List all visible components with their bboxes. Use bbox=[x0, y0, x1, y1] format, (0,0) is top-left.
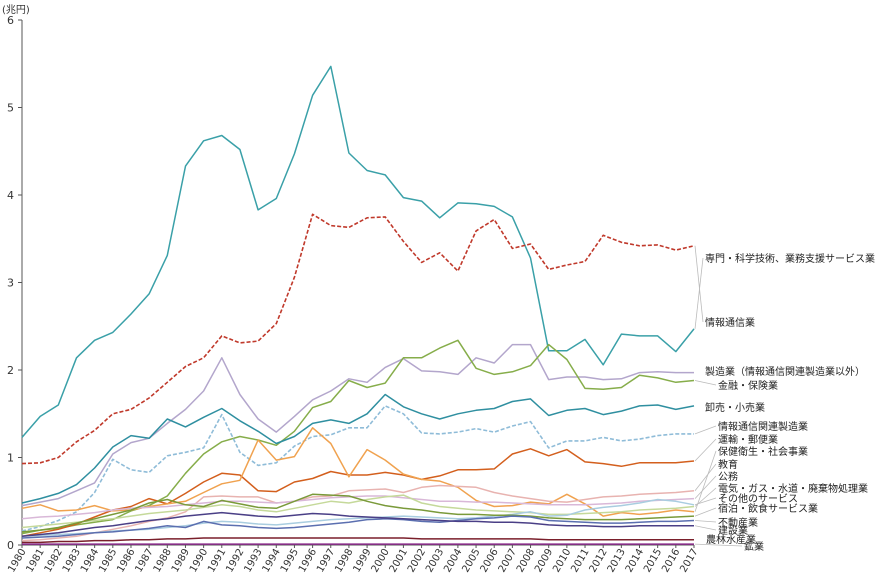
series-label: 運輸・郵便業 bbox=[718, 433, 778, 446]
series-label: 教育 bbox=[718, 458, 738, 471]
y-tick-label: 6 bbox=[7, 14, 14, 27]
series-line bbox=[21, 493, 695, 533]
label-connectors bbox=[694, 245, 743, 547]
label-connector bbox=[694, 475, 717, 499]
x-axis: 1980198119821983198419851986198719881989… bbox=[6, 544, 701, 573]
series-line bbox=[21, 515, 695, 539]
series-label: 建設業 bbox=[718, 524, 748, 537]
series-lines bbox=[21, 65, 695, 545]
series-label: その他のサービス bbox=[718, 492, 798, 505]
series-label: 鉱業 bbox=[744, 540, 764, 553]
series-line bbox=[21, 448, 695, 538]
series-label: 保健衛生・社会事業 bbox=[718, 445, 808, 458]
y-tick-label: 2 bbox=[7, 364, 14, 377]
series-line bbox=[22, 537, 694, 544]
series-label: 卸売・小売業 bbox=[705, 401, 765, 414]
label-connector bbox=[694, 520, 717, 523]
series-line bbox=[21, 65, 695, 438]
y-tick-label: 3 bbox=[7, 277, 14, 290]
series-label: 情報通信関連製造業 bbox=[718, 420, 808, 433]
series-line bbox=[21, 393, 695, 504]
label-connector bbox=[694, 450, 717, 512]
series-label: 金融・保険業 bbox=[718, 379, 778, 392]
x-tick-label: 2017 bbox=[678, 547, 700, 573]
series-label: 農林水産業 bbox=[706, 533, 756, 546]
label-connector bbox=[694, 425, 717, 435]
series-label: 公務 bbox=[718, 470, 738, 483]
label-connector bbox=[694, 245, 704, 323]
series-line bbox=[21, 484, 695, 542]
label-connector bbox=[694, 497, 717, 506]
series-label: 不動産業 bbox=[718, 516, 758, 529]
y-axis: 0 1 2 3 4 5 6 bbox=[7, 14, 23, 552]
series-line bbox=[21, 405, 694, 532]
label-connector bbox=[694, 525, 717, 531]
y-tick-label: 4 bbox=[7, 189, 14, 202]
label-connector bbox=[694, 543, 743, 547]
y-tick-label: 0 bbox=[7, 539, 14, 552]
y-tick-label: 1 bbox=[7, 452, 14, 465]
series-label: 専門・科学技術、業務支援サービス業 bbox=[705, 252, 875, 265]
y-tick-label: 5 bbox=[7, 102, 14, 115]
series-label: 宿泊・飲食サービス業 bbox=[718, 502, 818, 515]
series-line bbox=[21, 494, 695, 529]
label-connector bbox=[694, 257, 704, 329]
series-line bbox=[21, 213, 695, 465]
label-connector bbox=[694, 438, 717, 462]
label-connector bbox=[694, 507, 717, 517]
series-label: 製造業（情報通信関連製造業以外） bbox=[705, 365, 865, 378]
series-line bbox=[21, 343, 694, 507]
series-label: 電気・ガス・水道・廃棄物処理業 bbox=[718, 482, 868, 495]
y-axis-unit-label: (兆円) bbox=[2, 4, 30, 16]
series-label: 情報通信業 bbox=[705, 316, 755, 329]
series-line bbox=[21, 511, 694, 538]
series-labels: 専門・科学技術、業務支援サービス業情報通信業製造業（情報通信関連製造業以外）金融… bbox=[705, 252, 875, 553]
label-connector bbox=[694, 463, 717, 491]
label-connector bbox=[694, 380, 717, 386]
